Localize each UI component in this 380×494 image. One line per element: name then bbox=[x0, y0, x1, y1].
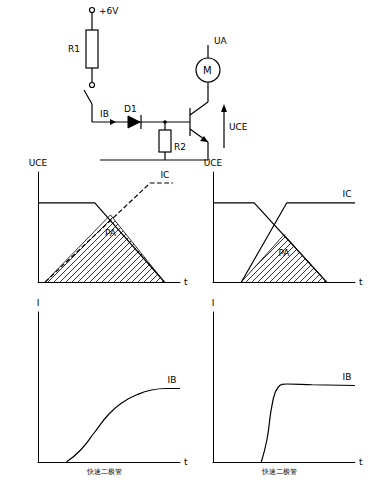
svg-text:IB: IB bbox=[343, 372, 352, 382]
svg-text:UCE: UCE bbox=[229, 122, 248, 132]
svg-text:M: M bbox=[203, 65, 212, 76]
svg-text:快速二极管: 快速二极管 bbox=[86, 468, 122, 476]
svg-text:t: t bbox=[359, 457, 363, 467]
svg-text:IC: IC bbox=[160, 170, 169, 180]
svg-text:t: t bbox=[184, 457, 188, 467]
svg-text:t: t bbox=[359, 277, 363, 287]
svg-text:IB: IB bbox=[100, 109, 109, 119]
svg-text:R2: R2 bbox=[174, 142, 186, 152]
svg-text:D1: D1 bbox=[124, 104, 137, 114]
svg-text:R1: R1 bbox=[68, 44, 80, 54]
svg-text:PA: PA bbox=[278, 248, 290, 258]
svg-text:快速二极管: 快速二极管 bbox=[261, 468, 297, 476]
svg-text:IB: IB bbox=[168, 375, 177, 385]
svg-text:t: t bbox=[184, 277, 188, 287]
svg-text:+6V: +6V bbox=[99, 6, 119, 16]
svg-text:UCE: UCE bbox=[204, 158, 223, 168]
svg-text:I: I bbox=[212, 298, 215, 308]
svg-text:PA: PA bbox=[105, 228, 117, 238]
svg-text:I: I bbox=[37, 298, 40, 308]
svg-text:IC: IC bbox=[343, 189, 352, 199]
svg-text:UA: UA bbox=[214, 36, 228, 46]
svg-text:UCE: UCE bbox=[29, 158, 48, 168]
